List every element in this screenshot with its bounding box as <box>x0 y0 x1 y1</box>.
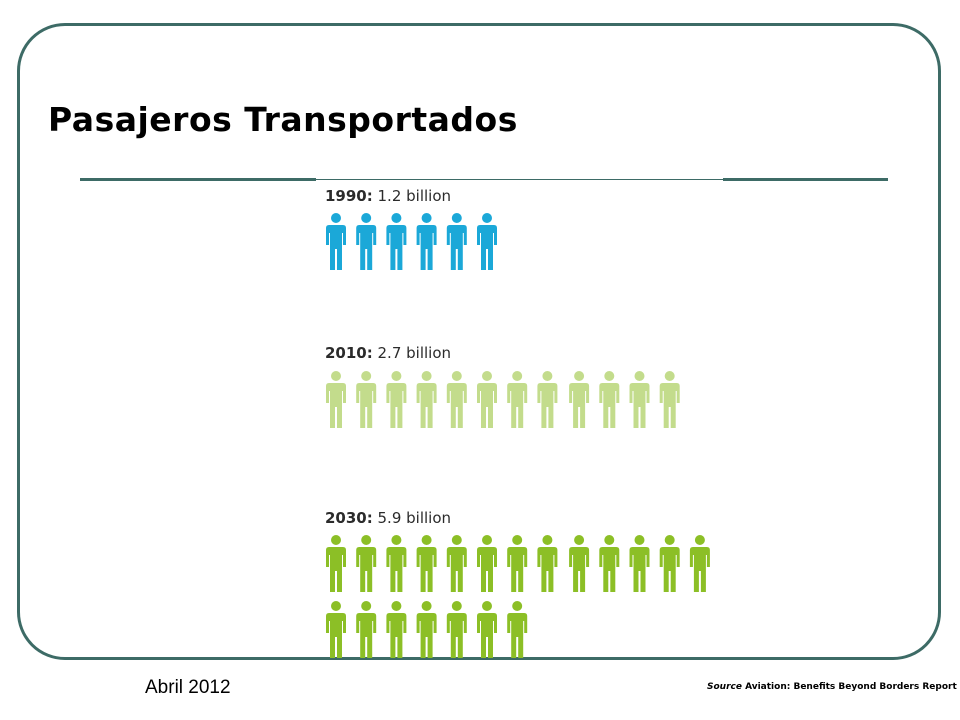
title-rule-center <box>316 179 723 180</box>
person-icon <box>326 601 346 658</box>
series-value: 1.2 billion <box>372 187 452 205</box>
person-icon <box>659 535 680 592</box>
source-text: Aviation: Benefits Beyond Borders Report <box>741 682 957 692</box>
person-icon <box>629 535 650 592</box>
slide-title: Pasajeros Transportados <box>48 100 518 139</box>
person-icon <box>599 535 620 592</box>
person-icon <box>599 371 620 428</box>
series-value: 5.9 billion <box>372 509 452 527</box>
person-icon <box>507 535 528 592</box>
person-icon <box>659 371 680 428</box>
person-icon <box>446 601 467 658</box>
series-value: 2.7 billion <box>372 344 452 362</box>
person-icon <box>629 371 650 428</box>
person-icon <box>356 601 377 658</box>
slide-frame <box>17 23 941 660</box>
person-icon <box>356 371 377 428</box>
person-icon <box>326 213 346 270</box>
person-icon <box>356 213 377 270</box>
series-year: 2010: <box>325 344 373 362</box>
person-icon <box>446 371 467 428</box>
person-icon <box>446 213 467 270</box>
person-icon <box>569 535 590 592</box>
person-icon <box>537 535 558 592</box>
person-icon <box>507 371 528 428</box>
person-icon <box>416 213 437 270</box>
person-icon <box>416 601 437 658</box>
source-note: Source Aviation: Benefits Beyond Borders… <box>707 682 957 693</box>
person-icon <box>569 371 590 428</box>
person-icon <box>416 535 437 592</box>
person-icon <box>477 535 497 592</box>
series-label-1990: 1990: 1.2 billion <box>325 187 451 205</box>
source-label: Source <box>707 682 742 692</box>
title-rule-right <box>723 178 888 181</box>
person-icon <box>386 535 407 592</box>
person-icon <box>477 601 497 658</box>
series-label-2030: 2030: 5.9 billion <box>325 509 451 527</box>
person-icon <box>386 371 407 428</box>
footer-date: Abril 2012 <box>145 677 231 698</box>
person-icon <box>507 601 528 658</box>
person-icon <box>326 535 346 592</box>
person-icon <box>416 371 437 428</box>
series-label-2010: 2010: 2.7 billion <box>325 344 451 362</box>
person-icon <box>689 535 710 592</box>
person-icon <box>326 371 346 428</box>
series-year: 2030: <box>325 509 373 527</box>
series-year: 1990: <box>325 187 373 205</box>
person-icon <box>356 535 377 592</box>
person-icon <box>386 601 407 658</box>
person-icon <box>537 371 558 428</box>
person-icon <box>477 213 497 270</box>
person-icon <box>477 371 497 428</box>
person-icon <box>446 535 467 592</box>
person-icon <box>386 213 407 270</box>
title-rule-left <box>80 178 316 181</box>
